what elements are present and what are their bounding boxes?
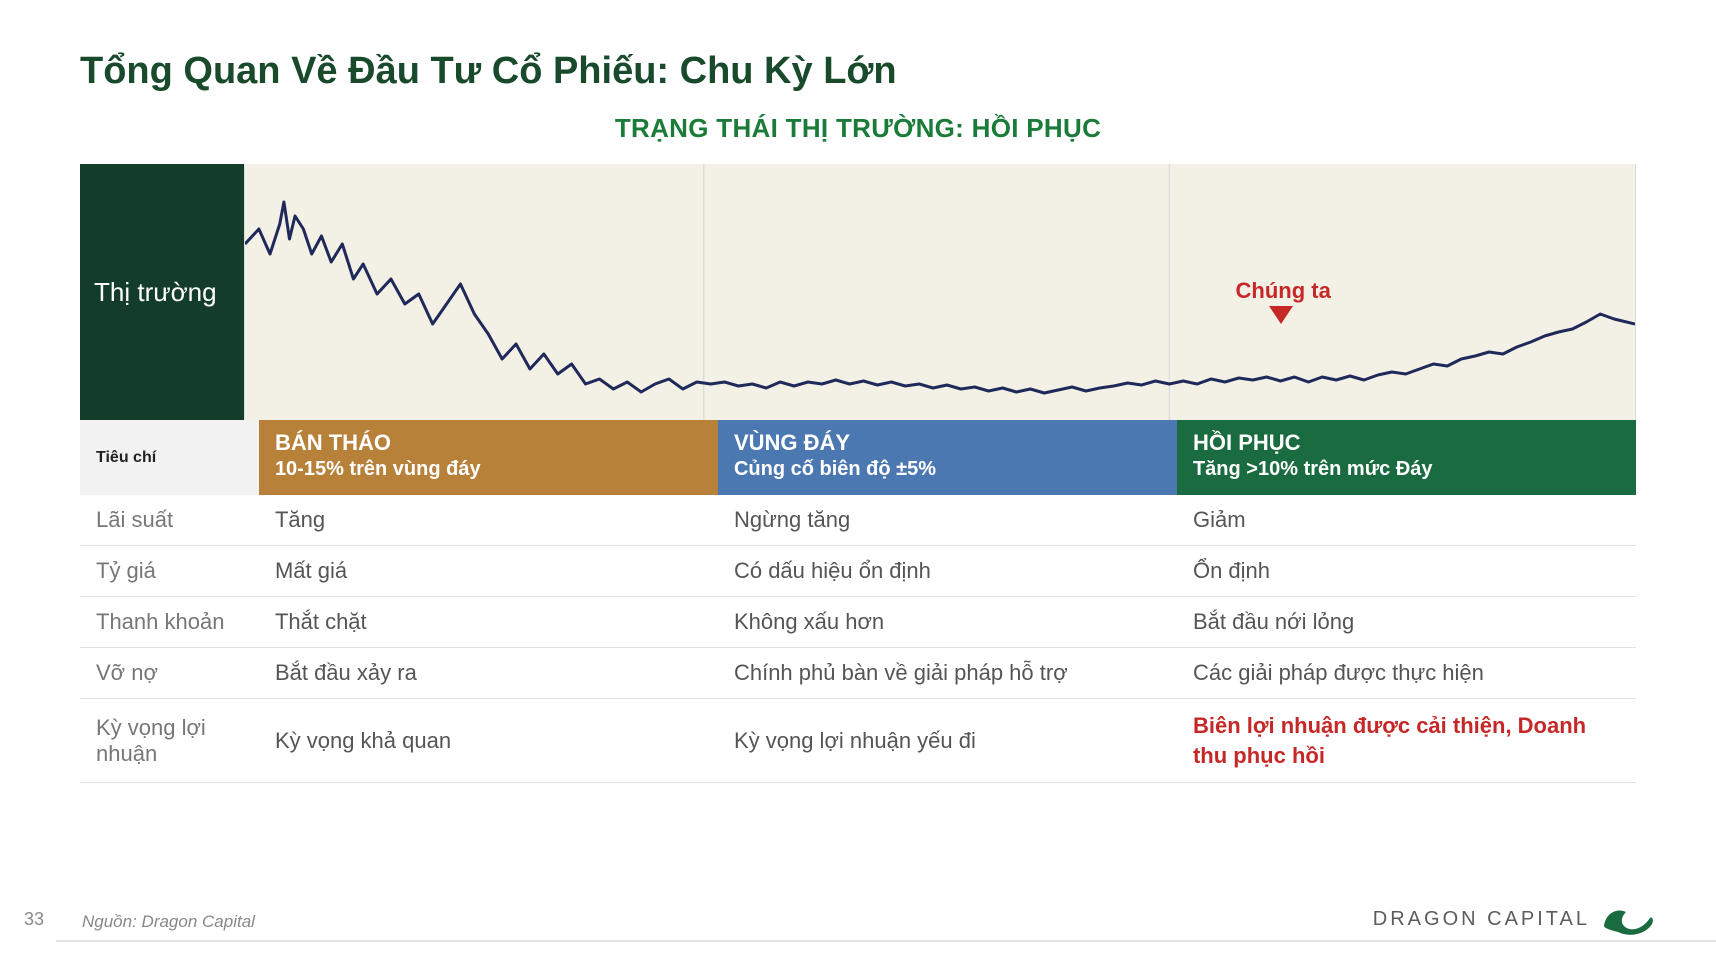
market-label: Thị trường: [80, 164, 245, 420]
cell: Mất giá: [259, 546, 718, 597]
phase-header-0: BÁN THÁO10-15% trên vùng đáy: [259, 420, 718, 495]
market-line-chart: Chúng ta: [245, 164, 1636, 420]
footer-rule: [56, 940, 1716, 942]
cell: Kỳ vọng lợi nhuận yếu đi: [718, 699, 1177, 783]
cell: Tăng: [259, 495, 718, 546]
dragon-icon: [1600, 902, 1656, 936]
row-key: Tỷ giá: [80, 546, 259, 597]
table-row: Lãi suấtTăngNgừng tăngGiảm: [80, 495, 1636, 546]
slide: Tổng Quan Về Đầu Tư Cổ Phiếu: Chu Kỳ Lớn…: [0, 0, 1716, 970]
cell: Thắt chặt: [259, 597, 718, 648]
row-key: Vỡ nợ: [80, 648, 259, 699]
cell: Không xấu hơn: [718, 597, 1177, 648]
cell: Biên lợi nhuận được cải thiện, Doanh thu…: [1177, 699, 1636, 783]
cell: Kỳ vọng khả quan: [259, 699, 718, 783]
row-key: Thanh khoản: [80, 597, 259, 648]
cell: Ổn định: [1177, 546, 1636, 597]
cell: Bắt đầu nới lỏng: [1177, 597, 1636, 648]
phase-header-row: Tiêu chíBÁN THÁO10-15% trên vùng đáyVÙNG…: [80, 420, 1636, 495]
page-title: Tổng Quan Về Đầu Tư Cổ Phiếu: Chu Kỳ Lớn: [80, 50, 1636, 93]
cell: Bắt đầu xảy ra: [259, 648, 718, 699]
source-label: Nguồn: Dragon Capital: [82, 912, 255, 932]
marker-label: Chúng ta: [1236, 278, 1331, 304]
cell: Giảm: [1177, 495, 1636, 546]
table-row: Tỷ giáMất giáCó dấu hiệu ổn địnhỔn định: [80, 546, 1636, 597]
page-subtitle: TRẠNG THÁI THỊ TRƯỜNG: HỒI PHỤC: [80, 113, 1636, 144]
market-chart-row: Thị trường Chúng ta: [80, 164, 1636, 420]
cell: Chính phủ bàn về giải pháp hỗ trợ: [718, 648, 1177, 699]
table-row: Kỳ vọng lợi nhuậnKỳ vọng khả quanKỳ vọng…: [80, 699, 1636, 783]
table-row: Vỡ nợBắt đầu xảy raChính phủ bàn về giải…: [80, 648, 1636, 699]
criteria-header: Tiêu chí: [80, 420, 259, 495]
phase-header-1: VÙNG ĐÁYCủng cố biên độ ±5%: [718, 420, 1177, 495]
table-row: Thanh khoảnThắt chặtKhông xấu hơnBắt đầu…: [80, 597, 1636, 648]
cell: Có dấu hiệu ổn định: [718, 546, 1177, 597]
page-number: 33: [24, 909, 44, 930]
marker-arrow-icon: [1269, 306, 1293, 324]
footer-logo: DRAGON CAPITAL: [1373, 902, 1656, 936]
row-key: Lãi suất: [80, 495, 259, 546]
cell: Các giải pháp được thực hiện: [1177, 648, 1636, 699]
footer-logo-text: DRAGON CAPITAL: [1373, 908, 1590, 931]
phase-header-2: HỒI PHỤCTăng >10% trên mức Đáy: [1177, 420, 1636, 495]
cell: Ngừng tăng: [718, 495, 1177, 546]
row-key: Kỳ vọng lợi nhuận: [80, 699, 259, 783]
criteria-table: Lãi suấtTăngNgừng tăngGiảmTỷ giáMất giáC…: [80, 495, 1636, 783]
